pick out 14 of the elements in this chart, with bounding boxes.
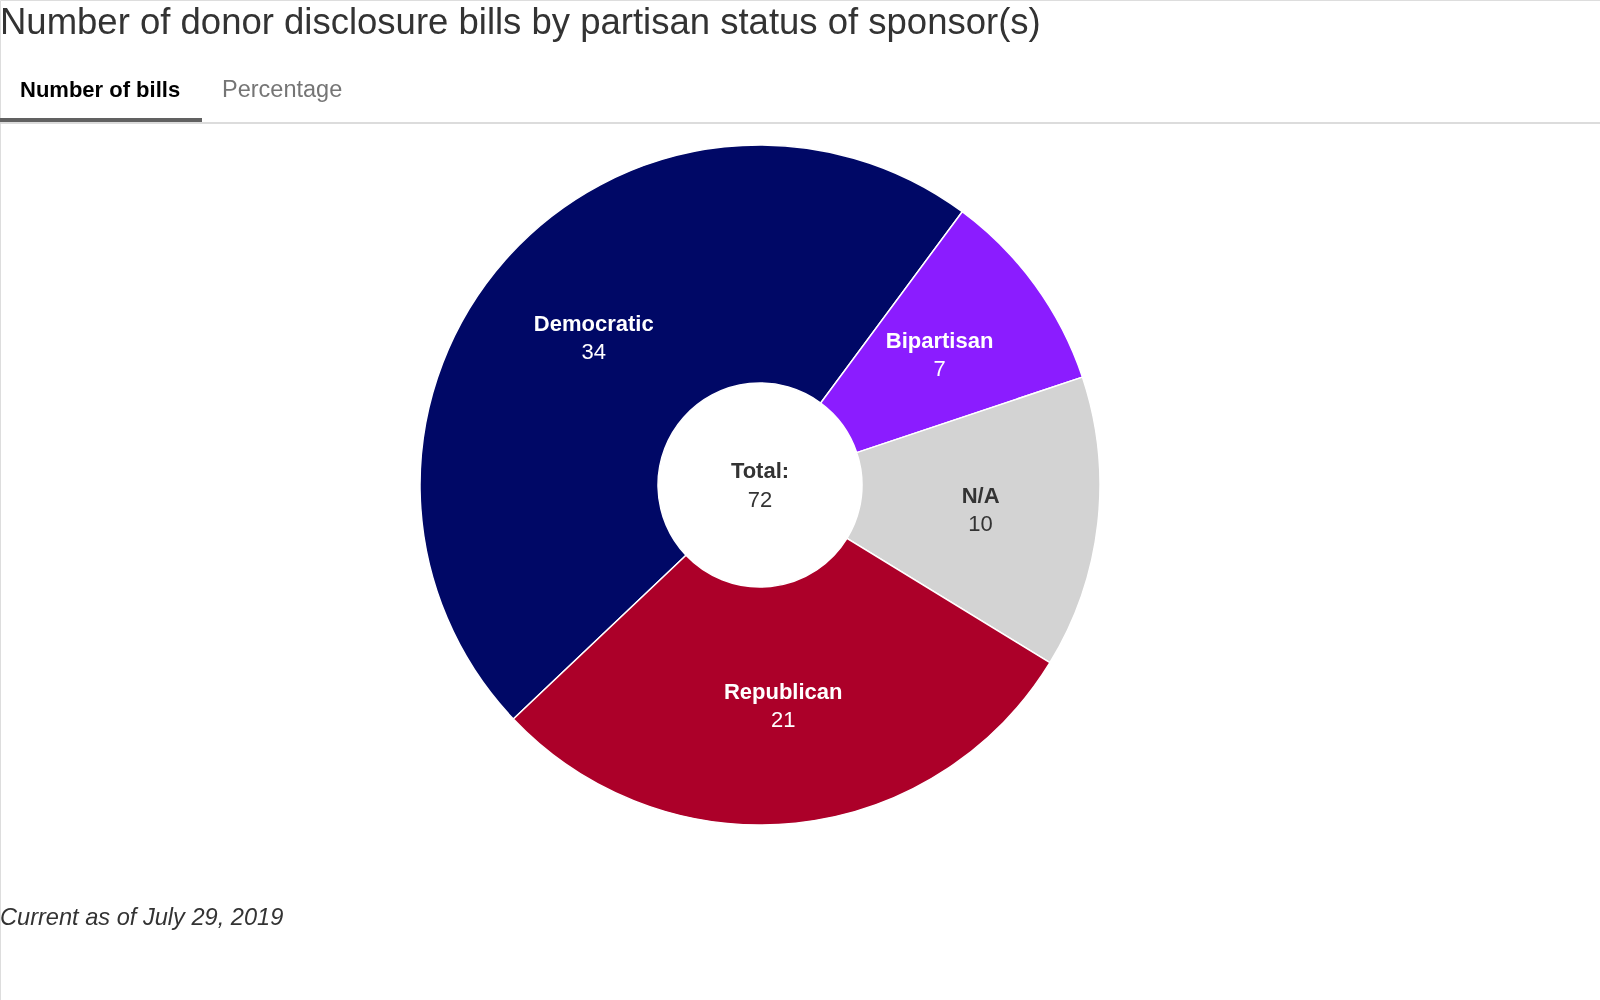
- text: Total:: [730, 458, 790, 483]
- slice-label: Bipartisan: [885, 327, 994, 353]
- chart-title: Number of donor disclosure bills by partisan status of sponsor(s): [0, 1, 1041, 42]
- slice-label: N/A: [961, 483, 1000, 509]
- data-label: 34: [581, 338, 606, 364]
- data-label: 10: [968, 511, 993, 537]
- text: Number of bills: [20, 77, 181, 102]
- slice-label: Republican: [723, 678, 843, 704]
- data-label: 21: [770, 706, 796, 732]
- data-label: 7: [933, 355, 946, 381]
- text: Current as of July 29, 2019: [0, 904, 284, 930]
- text: Percentage: [222, 76, 343, 102]
- slice-label: Democratic: [533, 310, 654, 336]
- text: 72: [747, 487, 773, 512]
